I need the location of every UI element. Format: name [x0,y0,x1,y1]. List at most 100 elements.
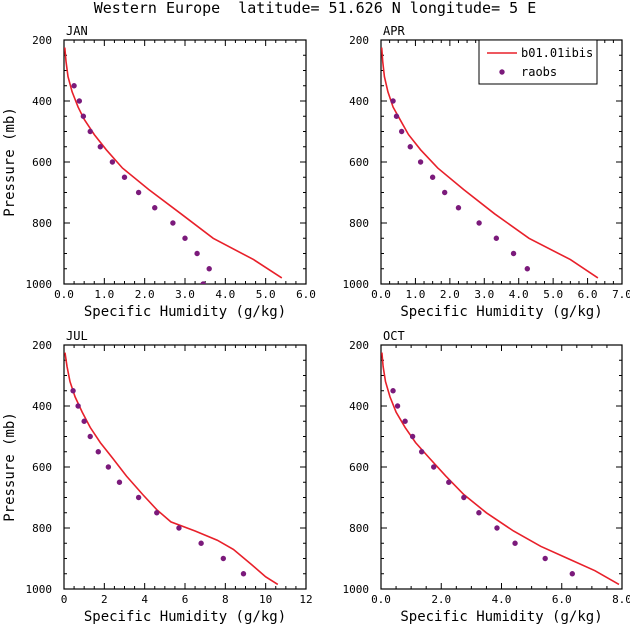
y-tick-label: 1000 [343,583,370,596]
y-tick-label: 400 [32,400,52,413]
obs-point [476,220,482,226]
y-tick-label: 1000 [26,278,53,291]
panel-label: OCT [383,329,405,343]
obs-point [409,433,416,440]
x-tick-label: 8.0 [612,593,630,606]
y-tick-label: 400 [349,400,369,413]
obs-point [75,403,81,409]
y-tick-label: 600 [32,156,52,169]
x-tick-label: 4.0 [215,288,235,301]
obs-point [154,510,160,516]
obs-point [182,235,188,241]
obs-point [116,479,123,485]
obs-point [87,128,93,135]
obs-point [441,189,448,196]
obs-point [431,464,437,470]
panel-jan: 0.0 1.0 2.0 3.0 4.0 5.0 6.0 200 400 600 800 1000 JAN… [2,24,316,320]
x-tick-label: 6.0 [552,593,572,606]
obs-point [390,388,396,394]
plot-area [64,47,283,284]
obs-point [398,128,405,135]
y-tick-label: 600 [32,461,52,474]
x-tick-label: 3.0 [474,288,494,301]
obs-point [76,98,83,104]
panel-jul: 0 2 4 6 8 10 12 200 400 600 800 1000 JUL Specific Hum… [2,329,313,625]
x-tick-label: 7.0 [612,288,630,301]
plot-frame [380,344,623,590]
obs-point [121,174,128,180]
x-tick-label: 6 [182,593,189,606]
x-tick-label: 0.0 [371,593,391,606]
y-tick-label: 800 [32,217,52,230]
plot-area [64,352,279,586]
x-axis-label: Specific Humidity (g/kg) [84,304,286,320]
obs-point [542,555,548,562]
x-tick-label: 4.0 [509,288,529,301]
y-tick-label: 800 [32,522,52,535]
x-tick-label: 12 [299,593,312,606]
panel-oct: 0.0 2.0 4.0 6.0 8.0 200 400 600 800 1000 OCT Specif… [343,329,630,625]
obs-point [135,494,142,501]
plot-frame [63,39,307,285]
x-tick-label: 1.0 [94,288,114,301]
obs-point [87,433,93,440]
obs-point [512,540,518,546]
obs-point [455,205,462,211]
x-tick-label: 5.0 [543,288,563,301]
plot-frame [63,344,307,590]
model-line [64,352,279,586]
x-tick-label: 0 [61,593,68,606]
obs-point [493,235,500,241]
y-tick-label: 400 [32,95,52,108]
x-axis-label: Specific Humidity (g/kg) [400,304,602,320]
x-axis-label: Specific Humidity (g/kg) [400,609,602,625]
legend-obs-label: raobs [521,65,557,79]
obs-point [135,189,142,196]
panels: 0.0 1.0 2.0 3.0 4.0 5.0 6.0 200 400 600 800 1000 JAN… [2,24,630,625]
legend-box [478,39,598,85]
obs-point [510,250,517,257]
panel-label: JAN [66,24,88,38]
obs-point [71,83,77,89]
x-tick-label: 0.0 [54,288,74,301]
x-tick-label: 3.0 [175,288,195,301]
y-tick-label: 800 [349,217,369,230]
obs-point [393,113,400,119]
y-tick-label: 200 [32,339,52,352]
obs-point [569,571,575,577]
y-tick-label: 200 [32,34,52,47]
y-tick-label: 600 [349,461,369,474]
legend: b01.01ibis raobs [478,39,598,85]
y-tick-label: 200 [349,34,369,47]
x-tick-label: 0.0 [371,288,391,301]
obs-point [394,403,401,409]
model-line [381,352,620,586]
obs-point [70,388,76,394]
y-tick-label: 1000 [26,583,53,596]
obs-point [476,510,482,516]
page-title: Western Europe latitude= 51.626 N longit… [94,0,537,17]
x-tick-label: 2.0 [440,288,460,301]
obs-point [109,159,116,165]
obs-point [170,220,176,226]
obs-point [206,266,212,272]
obs-point [429,174,436,180]
panel-label: APR [383,24,405,38]
panel-label: JUL [66,329,88,343]
obs-point [80,113,87,119]
obs-point [402,418,408,424]
obs-point [200,281,206,284]
obs-point [461,494,467,501]
obs-point [105,464,112,470]
x-tick-label: 2 [101,593,108,606]
obs-point [524,266,531,272]
model-line [381,47,599,279]
x-tick-label: 5.0 [256,288,276,301]
x-tick-label: 8 [222,593,229,606]
model-line [64,47,283,279]
y-tick-label: 200 [349,339,369,352]
obs-point [194,250,200,257]
y-axis-label: Pressure (mb) [2,412,18,522]
obs-point [97,144,104,150]
obs-point [220,555,227,562]
